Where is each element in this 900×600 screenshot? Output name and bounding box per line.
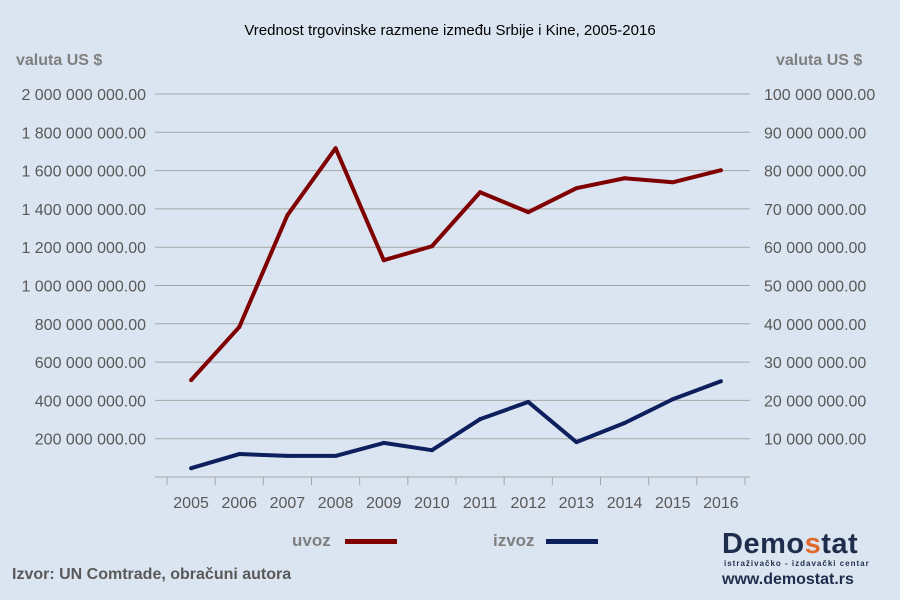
logo-tagline: istraživačko - izdavački centar [724, 559, 870, 568]
y-tick-left: 200 000 000.00 [35, 432, 146, 449]
data-point-uvoz [381, 258, 386, 263]
x-tick-label: 2016 [703, 495, 739, 512]
data-point-izvoz [381, 440, 386, 445]
y-tick-left: 1 600 000 000.00 [21, 164, 146, 181]
x-tick-label: 2005 [173, 495, 209, 512]
data-point-izvoz [526, 399, 531, 404]
y-tick-left: 1 000 000 000.00 [21, 279, 146, 296]
data-point-uvoz [429, 244, 434, 249]
y-tick-right: 30 000 000.00 [764, 355, 866, 372]
y-tick-left: 1 400 000 000.00 [21, 202, 146, 219]
data-point-uvoz [333, 146, 338, 151]
demostat-logo: Demostat [722, 528, 858, 561]
data-point-izvoz [670, 397, 675, 402]
left-axis-label: valuta US $ [16, 52, 103, 69]
data-point-izvoz [478, 417, 483, 422]
data-point-uvoz [478, 190, 483, 195]
y-tick-right: 70 000 000.00 [764, 202, 866, 219]
y-tick-left: 800 000 000.00 [35, 317, 146, 334]
chart-title: Vrednost trgovinske razmene između Srbij… [244, 22, 656, 39]
data-point-uvoz [574, 186, 579, 191]
y-tick-left: 1 800 000 000.00 [21, 125, 146, 142]
legend-swatch-uvoz [345, 539, 397, 544]
x-tick-label: 2012 [510, 495, 546, 512]
x-tick-label: 2007 [270, 495, 306, 512]
y-tick-left: 2 000 000 000.00 [21, 87, 146, 104]
y-tick-left: 400 000 000.00 [35, 393, 146, 410]
y-tick-right: 80 000 000.00 [764, 164, 866, 181]
x-tick-label: 2013 [559, 495, 595, 512]
data-point-uvoz [622, 176, 627, 181]
data-point-uvoz [718, 168, 723, 173]
data-point-uvoz [237, 325, 242, 330]
x-tick-label: 2015 [655, 495, 691, 512]
x-tick-label: 2014 [607, 495, 643, 512]
logo-text-accent: s [804, 528, 822, 560]
data-point-izvoz [574, 440, 579, 445]
right-axis-label: valuta US $ [776, 52, 863, 69]
y-tick-right: 10 000 000.00 [764, 432, 866, 449]
y-tick-right: 90 000 000.00 [764, 125, 866, 142]
y-tick-right: 40 000 000.00 [764, 317, 866, 334]
data-point-izvoz [429, 448, 434, 453]
y-tick-left: 1 200 000 000.00 [21, 240, 146, 257]
y-tick-left: 600 000 000.00 [35, 355, 146, 372]
data-point-uvoz [670, 180, 675, 185]
legend-label-izvoz: izvoz [493, 531, 535, 550]
data-point-izvoz [285, 453, 290, 458]
y-tick-right: 50 000 000.00 [764, 279, 866, 296]
website-url: www.demostat.rs [722, 571, 854, 588]
series-line-izvoz [190, 379, 722, 471]
data-point-izvoz [718, 379, 723, 384]
legend-swatch-izvoz [546, 539, 598, 544]
data-point-uvoz [189, 378, 194, 383]
y-tick-right: 60 000 000.00 [764, 240, 866, 257]
logo-text-end: tat [821, 528, 859, 560]
series-line-uvoz [189, 146, 722, 382]
data-point-izvoz [189, 466, 194, 471]
data-point-izvoz [333, 453, 338, 458]
source-note: Izvor: UN Comtrade, obračuni autora [12, 566, 292, 583]
legend-label-uvoz: uvoz [292, 531, 331, 550]
data-point-izvoz [622, 420, 627, 425]
x-tick-label: 2006 [221, 495, 257, 512]
data-point-uvoz [285, 213, 290, 218]
y-tick-right: 20 000 000.00 [764, 393, 866, 410]
y-tick-right: 100 000 000.00 [764, 87, 875, 104]
x-tick-label: 2010 [414, 495, 450, 512]
x-tick-label: 2009 [366, 495, 402, 512]
x-tick-label: 2008 [318, 495, 354, 512]
logo-text: Demo [722, 528, 805, 560]
data-point-uvoz [526, 210, 531, 215]
x-tick-label: 2011 [463, 495, 498, 512]
data-point-izvoz [237, 452, 242, 457]
